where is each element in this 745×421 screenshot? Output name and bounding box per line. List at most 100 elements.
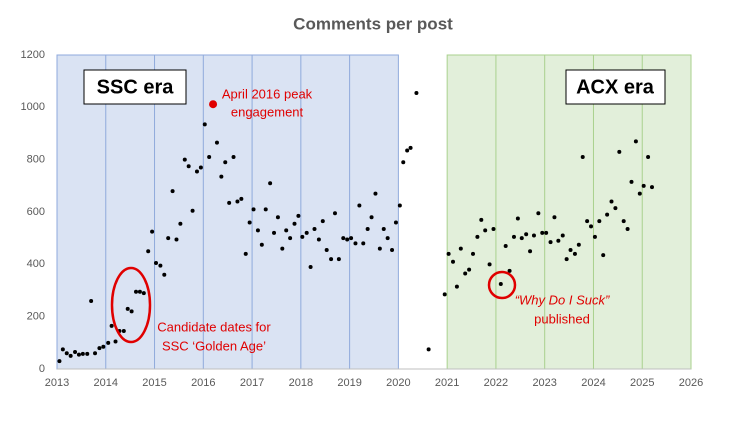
point (68, 353, 73, 358)
point (572, 251, 577, 256)
y-tick-label: 600 (27, 206, 45, 218)
point (80, 351, 85, 356)
point (251, 207, 256, 212)
point (471, 251, 476, 256)
point (361, 241, 366, 246)
point (243, 251, 248, 256)
point (548, 240, 553, 245)
y-tick-label: 1200 (21, 49, 45, 61)
point (625, 227, 630, 232)
point (332, 211, 337, 216)
point (451, 259, 456, 264)
point (390, 247, 395, 252)
point (414, 90, 419, 95)
x-tick-label: 2024 (581, 377, 605, 389)
point (158, 263, 163, 268)
point (397, 203, 402, 208)
point (479, 217, 484, 222)
point (178, 221, 183, 226)
point (73, 349, 78, 354)
point (576, 242, 581, 247)
point (304, 230, 309, 235)
point (601, 253, 606, 258)
point (162, 272, 167, 277)
point (121, 329, 126, 334)
annotation: Candidate dates for (157, 319, 271, 334)
point (202, 122, 207, 127)
point (605, 212, 610, 217)
region (446, 54, 692, 370)
annotation: engagement (231, 104, 304, 119)
point (150, 229, 155, 234)
point (507, 268, 512, 273)
x-tick-label: 2017 (240, 377, 264, 389)
point (475, 234, 480, 239)
label-box (565, 69, 666, 105)
annotation: SSC ‘Golden Age’ (162, 338, 266, 353)
chart-title: Comments per post (293, 14, 453, 33)
point (64, 351, 69, 356)
point (170, 189, 175, 194)
point (263, 207, 268, 212)
annotation: “Why Do I Suck” (515, 292, 610, 307)
point (560, 233, 565, 238)
point (329, 257, 334, 262)
point (109, 323, 114, 328)
point (235, 199, 240, 204)
point (296, 213, 301, 218)
point (637, 191, 642, 196)
point (646, 155, 651, 160)
point (405, 148, 410, 153)
point (568, 247, 573, 252)
point (373, 191, 378, 196)
point (592, 234, 597, 239)
point (76, 352, 81, 357)
point (89, 298, 94, 303)
annotation: April 2016 peak (222, 86, 313, 101)
x-tick-label: 2015 (142, 377, 166, 389)
point (564, 257, 569, 262)
highlight-circle (487, 270, 517, 300)
point (589, 224, 594, 229)
point (483, 228, 488, 233)
point (207, 155, 212, 160)
point (426, 347, 431, 352)
point (613, 206, 618, 211)
x-tick-label: 2021 (435, 377, 459, 389)
y-tick-label: 200 (27, 311, 45, 323)
region-label: ACX era (576, 76, 655, 98)
annotation: published (534, 311, 590, 326)
point (247, 220, 252, 225)
point (463, 271, 468, 276)
point (649, 185, 654, 190)
label-box (83, 69, 187, 105)
point (556, 238, 561, 243)
point (336, 257, 341, 262)
point (284, 228, 289, 233)
point (146, 249, 151, 254)
point (515, 216, 520, 221)
x-tick-label: 2023 (532, 377, 556, 389)
point (60, 347, 65, 352)
point (275, 215, 280, 220)
y-tick-label: 0 (39, 363, 45, 375)
x-tick-label: 2026 (679, 377, 703, 389)
point (134, 289, 139, 294)
point (137, 289, 142, 294)
point (629, 179, 634, 184)
point (214, 140, 219, 145)
point (487, 262, 492, 267)
point (552, 215, 557, 220)
x-tick-label: 2013 (45, 377, 69, 389)
point (365, 227, 370, 232)
point (194, 169, 199, 174)
point (106, 340, 111, 345)
point (617, 149, 622, 154)
point (467, 267, 472, 272)
point (288, 236, 293, 241)
point (385, 236, 390, 241)
point (292, 221, 297, 226)
point (540, 230, 545, 235)
y-tick-label: 400 (27, 258, 45, 270)
point (320, 219, 325, 224)
